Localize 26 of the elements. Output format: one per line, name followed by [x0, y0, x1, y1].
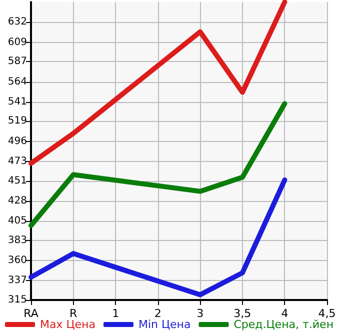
- y-tick-label: 632: [8, 16, 27, 28]
- x-tick-label: 2: [154, 307, 162, 320]
- x-tick-label: 3: [196, 307, 204, 320]
- y-tick-label: 541: [8, 96, 27, 108]
- legend-label: Max Цена: [40, 318, 96, 331]
- x-tick-label: 4: [281, 307, 288, 320]
- x-tick-label: RA: [24, 307, 39, 320]
- x-tick-label: 4,5: [318, 307, 336, 320]
- y-tick-label: 451: [8, 175, 27, 186]
- y-tick-label: 383: [8, 234, 27, 246]
- legend-label: Сред.Цена, т.йен: [234, 318, 334, 331]
- y-tick-label: 564: [8, 76, 27, 88]
- y-tick-label: 609: [8, 36, 27, 48]
- y-tick-label: 473: [8, 156, 27, 168]
- y-tick-label: 315: [8, 294, 27, 306]
- y-tick-label: 428: [8, 195, 27, 206]
- y-tick-label: 496: [8, 136, 27, 147]
- x-tick-label: 3,5: [234, 307, 252, 320]
- y-tick-label: 405: [8, 216, 27, 227]
- y-tick-label: 337: [8, 275, 27, 286]
- y-tick-label: 587: [8, 56, 27, 68]
- legend-label: Min Цена: [138, 318, 191, 331]
- y-tick-label: 519: [8, 116, 27, 127]
- x-tick-label: 1: [112, 307, 120, 320]
- y-tick-label: 360: [8, 255, 27, 266]
- x-tick-label: R: [69, 307, 78, 320]
